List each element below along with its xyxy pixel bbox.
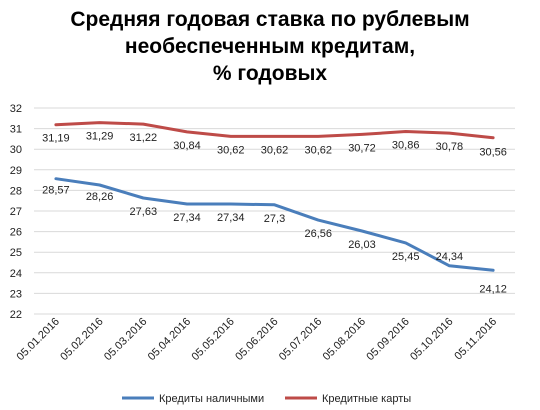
data-label: 27,63 [130, 206, 158, 218]
chart-title-line-1: Средняя годовая ставка по рублевым [70, 8, 469, 31]
x-tick-label: 05.10.2016 [408, 316, 455, 363]
data-label: 27,3 [264, 213, 285, 225]
chart-title: Средняя годовая ставка по рублевым необе… [70, 8, 469, 85]
data-label: 30,84 [173, 140, 201, 152]
y-tick-label: 22 [10, 309, 22, 321]
data-label: 26,56 [304, 228, 332, 240]
y-axis: 22 23 24 25 26 27 28 29 30 31 32 [10, 103, 22, 321]
y-tick-label: 30 [10, 144, 22, 156]
data-label: 26,03 [348, 239, 376, 251]
series-lines [54, 121, 495, 272]
y-tick-label: 27 [10, 206, 22, 218]
y-tick-label: 24 [10, 268, 22, 280]
data-label: 30,62 [304, 144, 332, 156]
data-label: 31,29 [86, 131, 114, 143]
y-tick-label: 32 [10, 103, 22, 115]
data-label: 30,86 [392, 139, 420, 151]
data-label: 28,57 [42, 185, 70, 197]
legend: Кредиты наличными Кредитные карты [122, 393, 411, 405]
x-tick-label: 05.09.2016 [364, 316, 411, 363]
x-tick-label: 05.05.2016 [189, 316, 236, 363]
x-tick-label: 05.03.2016 [102, 316, 149, 363]
legend-label-1: Кредиты наличными [159, 393, 264, 405]
data-label: 30,62 [217, 144, 245, 156]
y-tick-label: 25 [10, 247, 22, 259]
data-label: 31,19 [42, 133, 70, 145]
y-tick-label: 28 [10, 185, 22, 197]
x-tick-label: 05.02.2016 [58, 316, 105, 363]
data-label: 24,34 [436, 251, 464, 263]
data-label: 30,62 [261, 144, 289, 156]
chart-title-line-2: необеспеченным кредитам, [125, 35, 415, 58]
y-tick-label: 29 [10, 165, 22, 177]
x-tick-label: 05.07.2016 [277, 316, 324, 363]
data-labels: 28,57 28,26 27,63 27,34 27,34 27,3 26,56 26,03 2… [42, 131, 507, 296]
x-tick-label: 05.06.2016 [233, 316, 280, 363]
data-label: 30,78 [436, 141, 464, 153]
x-tick-label: 05.01.2016 [15, 316, 62, 363]
series-line-1 [54, 177, 495, 272]
x-tick-label: 05.08.2016 [321, 316, 368, 363]
data-label: 24,12 [479, 283, 507, 295]
legend-label-2: Кредитные карты [322, 393, 411, 405]
data-label: 30,72 [348, 142, 376, 154]
data-label: 27,34 [173, 212, 201, 224]
data-label: 28,26 [86, 191, 114, 203]
data-label: 31,22 [130, 132, 158, 144]
chart-title-line-3: % годовых [213, 62, 328, 85]
y-tick-label: 23 [10, 288, 22, 300]
data-label: 30,56 [479, 147, 507, 159]
y-tick-label: 31 [10, 124, 22, 136]
x-axis: 05.01.201605.02.201605.03.201605.04.2016… [15, 316, 500, 363]
series-line-2 [54, 121, 495, 140]
y-tick-label: 26 [10, 227, 22, 239]
x-tick-label: 05.11.2016 [452, 316, 499, 363]
data-label: 27,34 [217, 212, 245, 224]
data-label: 25,45 [392, 251, 420, 263]
x-tick-label: 05.04.2016 [146, 316, 193, 363]
